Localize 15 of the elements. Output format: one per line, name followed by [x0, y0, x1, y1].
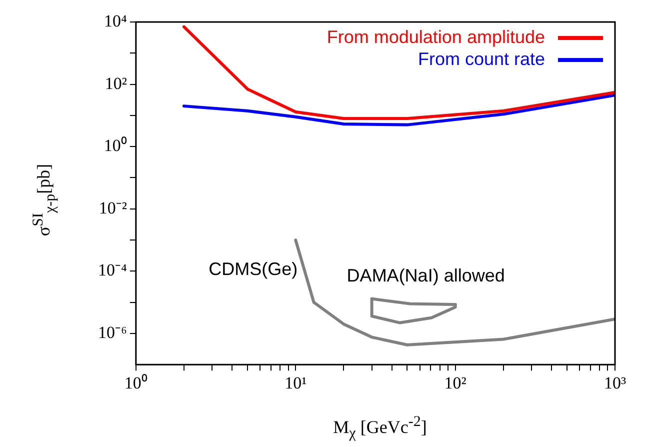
- x-axis-title: M$_{χ}$ [GeVc$^{-2}$]: [333, 414, 427, 442]
- y-tick-label: 10⁻⁶: [98, 322, 127, 342]
- y-tick-label: 10⁰: [104, 136, 127, 156]
- annotation: CDMS(Ge): [208, 258, 298, 279]
- legend-label: From modulation amplitude: [326, 26, 545, 47]
- y-tick-label: 10⁻⁴: [98, 260, 127, 280]
- x-tick-label: 10¹: [284, 373, 307, 392]
- x-tick-label: 10²: [444, 373, 466, 392]
- legend-label: From count rate: [418, 48, 545, 69]
- y-tick-label: 10⁻²: [98, 198, 127, 218]
- x-tick-label: 10³: [604, 373, 626, 392]
- y-tick-label: 10⁴: [104, 11, 127, 30]
- annotation: DAMA(NaI) allowed: [346, 266, 505, 286]
- x-tick-label: 10⁰: [124, 373, 148, 392]
- y-tick-label: 10²: [104, 74, 127, 93]
